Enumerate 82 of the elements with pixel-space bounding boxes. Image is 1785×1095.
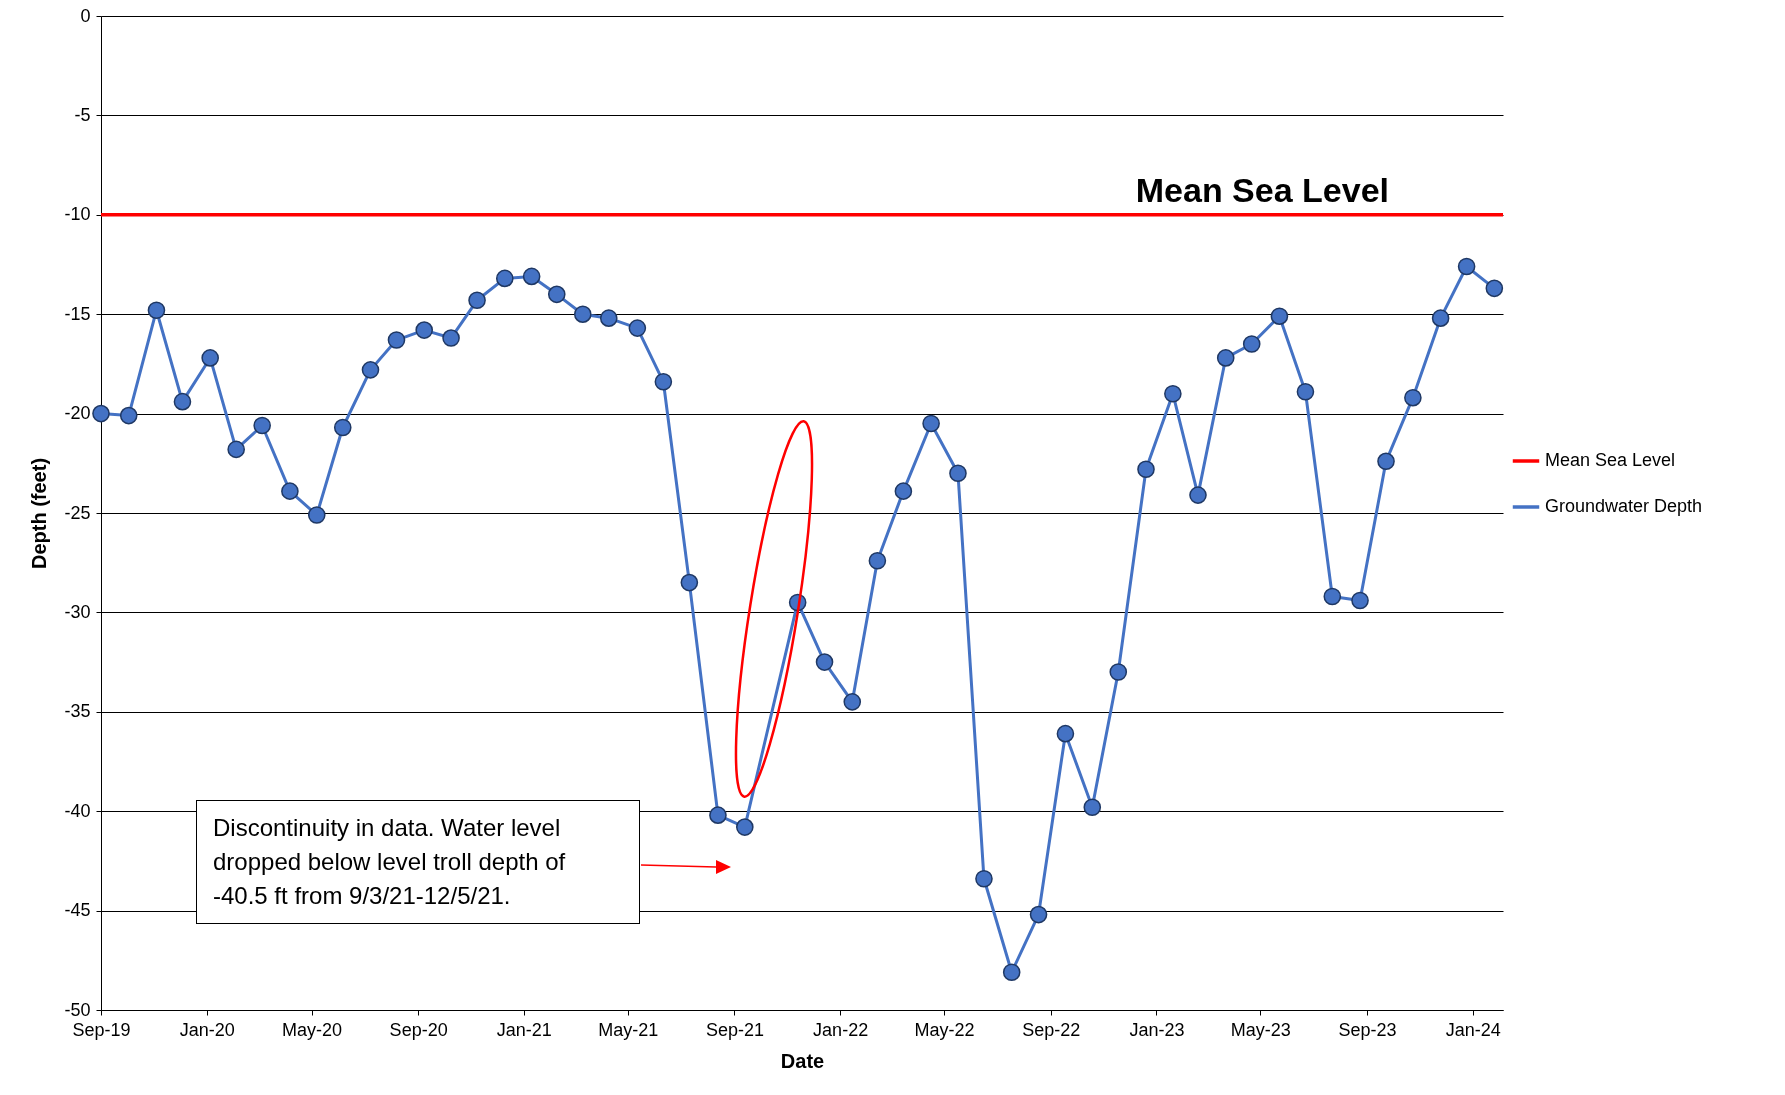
point [1270, 307, 1289, 325]
point [975, 870, 993, 888]
x-axis-title: Date [780, 1049, 825, 1072]
point [1109, 663, 1128, 681]
point [495, 269, 514, 288]
point [201, 349, 219, 367]
y-tick-label: -50 [64, 999, 91, 1020]
x-tick-label: May-20 [282, 1019, 343, 1040]
point [628, 319, 647, 337]
point [1323, 587, 1342, 606]
point [1029, 905, 1048, 924]
x-tick-label: May-22 [914, 1019, 975, 1040]
point [333, 418, 352, 437]
x-tick-label: Jan-20 [179, 1019, 235, 1040]
point [1351, 591, 1369, 610]
y-tick-label: -5 [74, 104, 91, 125]
point [1404, 388, 1422, 407]
point [227, 440, 245, 459]
legend-label: Groundwater Depth [1545, 496, 1703, 516]
ref-line-label: Mean Sea Level [1135, 170, 1389, 209]
point [1083, 798, 1102, 817]
y-tick-label: -10 [64, 204, 91, 225]
point [815, 653, 834, 671]
x-tick-label: Sep-21 [705, 1019, 764, 1040]
point [654, 373, 673, 391]
point [1002, 963, 1021, 982]
y-tick-label: -15 [64, 303, 91, 324]
point [922, 414, 940, 433]
point [1137, 460, 1155, 479]
y-axis-title: Depth (feet) [28, 457, 51, 570]
point [1457, 257, 1476, 276]
x-tick-label: Sep-22 [1022, 1019, 1081, 1040]
point [468, 291, 486, 310]
point [1056, 724, 1075, 743]
point [1242, 335, 1261, 353]
text: Mean Sea Level [1545, 450, 1676, 470]
point [307, 506, 326, 524]
x-tick-label: Sep-19 [72, 1019, 131, 1040]
point [949, 464, 967, 483]
y-tick-label: 0 [80, 5, 91, 26]
x-tick-label: May-23 [1230, 1019, 1291, 1040]
y-tick-label: -40 [64, 800, 91, 821]
point [736, 818, 754, 836]
x-tick-label: Jan-23 [1129, 1019, 1185, 1040]
point [119, 406, 138, 425]
point [1216, 349, 1235, 367]
point [442, 329, 460, 347]
point [1377, 452, 1395, 471]
point [573, 305, 592, 323]
x-tick-label: Sep-20 [389, 1019, 448, 1040]
point [1431, 309, 1450, 327]
point [253, 416, 271, 435]
point [547, 285, 566, 304]
point [709, 806, 727, 824]
x-tick-label: Sep-23 [1338, 1019, 1397, 1040]
point [173, 392, 192, 411]
x-tick-label: May-21 [598, 1019, 659, 1040]
point [894, 482, 913, 500]
y-tick-label: -35 [64, 701, 91, 722]
x-tick-label: Jan-22 [813, 1019, 869, 1040]
point [92, 404, 110, 423]
x-tick-label: Jan-24 [1445, 1019, 1501, 1040]
point [680, 573, 699, 592]
point [415, 321, 434, 339]
point [361, 361, 380, 379]
point [387, 331, 406, 349]
point [843, 693, 862, 711]
point [147, 301, 166, 320]
y-tick-label: -30 [64, 601, 91, 622]
point [1164, 384, 1182, 403]
point [522, 267, 541, 286]
y-tick-label: -25 [64, 502, 91, 523]
point [1189, 486, 1207, 504]
y-tick-label: -45 [64, 900, 91, 921]
point [599, 309, 618, 327]
x-tick-label: Jan-21 [496, 1019, 552, 1040]
point [868, 551, 887, 570]
point [281, 482, 299, 500]
y-tick-label: -20 [64, 403, 91, 424]
point [1296, 382, 1315, 401]
callout-box: Discontinuity in data. Water level dropped below level troll depth of -40.5 ft from 9/3/21-12/5/21. [196, 800, 640, 924]
point [1485, 279, 1504, 298]
